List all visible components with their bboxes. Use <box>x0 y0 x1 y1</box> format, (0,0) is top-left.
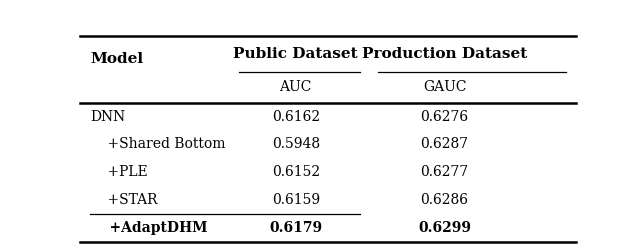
Text: 0.6162: 0.6162 <box>272 110 320 124</box>
Text: AUC: AUC <box>280 80 312 94</box>
Text: +STAR: +STAR <box>90 193 157 207</box>
Text: 0.6277: 0.6277 <box>420 165 468 179</box>
Text: +Shared Bottom: +Shared Bottom <box>90 137 225 151</box>
Text: +PLE: +PLE <box>90 165 148 179</box>
Text: GAUC: GAUC <box>423 80 467 94</box>
Text: +AdaptDHM: +AdaptDHM <box>90 221 207 235</box>
Text: 0.6287: 0.6287 <box>420 137 468 151</box>
Text: DNN: DNN <box>90 110 125 124</box>
Text: Production Dataset: Production Dataset <box>362 47 527 61</box>
Text: Public Dataset: Public Dataset <box>234 47 358 61</box>
Text: 0.6179: 0.6179 <box>269 221 323 235</box>
Text: 0.6276: 0.6276 <box>420 110 468 124</box>
Text: 0.6159: 0.6159 <box>272 193 320 207</box>
Text: 0.6286: 0.6286 <box>420 193 468 207</box>
Text: Model: Model <box>90 52 143 66</box>
Text: 0.6299: 0.6299 <box>418 221 471 235</box>
Text: 0.5948: 0.5948 <box>272 137 320 151</box>
Text: 0.6152: 0.6152 <box>272 165 320 179</box>
